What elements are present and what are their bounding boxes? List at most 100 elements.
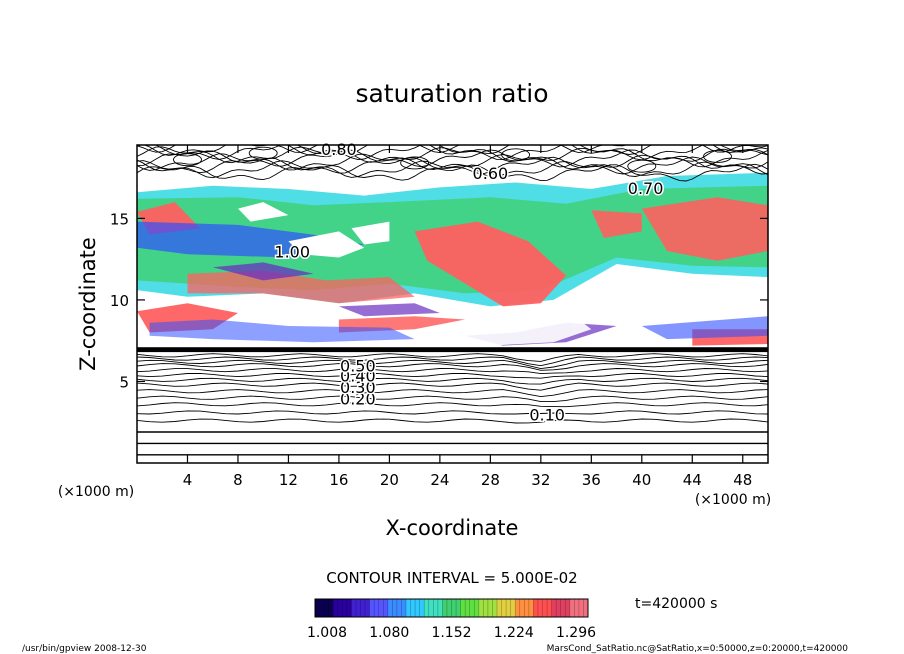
colorbar-swatch — [551, 599, 571, 617]
upper-contour-loop — [173, 153, 202, 167]
upper-contour-loop — [627, 159, 657, 173]
contour-line — [137, 356, 768, 367]
x-tick-label: 12 — [279, 471, 298, 489]
contour-label-030: 0.30 — [340, 378, 376, 397]
blue-band-low — [149, 319, 415, 343]
colorbar-swatch — [497, 599, 516, 617]
colorbar-swatch — [533, 599, 553, 617]
x-tick-label: 48 — [733, 471, 752, 489]
clear-gap-5 — [603, 277, 693, 307]
purple-patch-mid — [338, 303, 440, 317]
y-tick-label: 10 — [110, 292, 129, 310]
colorbar-swatch — [424, 599, 443, 617]
colorbar — [314, 599, 589, 617]
contour-lines — [137, 145, 768, 456]
upper-contour-loop — [501, 148, 531, 162]
footer-right: MarsCond_SatRatio.nc@SatRatio,x=0:50000,… — [547, 644, 849, 654]
contour-label-040: 0.40 — [340, 366, 376, 385]
contour-line — [137, 418, 768, 424]
contour-interval-text: CONTOUR INTERVAL = 5.000E-02 — [326, 569, 577, 587]
colorbar-swatch — [333, 599, 352, 617]
footer-left: /usr/bin/gpview 2008-12-30 — [22, 644, 147, 654]
upper-contour-loop — [703, 149, 732, 163]
contour-label-100: 1.00 — [274, 243, 310, 262]
plot-area: 0.100.200.300.400.500.600.700.801.00 — [136, 138, 769, 464]
colorbar-swatch — [387, 599, 407, 617]
colorbar-swatch — [442, 599, 462, 617]
contour-line — [137, 353, 768, 362]
contour-label-010: 0.10 — [529, 406, 565, 425]
colorbar-frame — [314, 598, 589, 618]
colorbar-tick-label: 1.152 — [431, 625, 471, 641]
blue-patch-low-right — [641, 316, 768, 340]
red-core-right — [641, 197, 768, 261]
contour-label-050: 0.50 — [340, 357, 376, 376]
x-unit-right: (×1000 m) — [695, 492, 771, 508]
contour-line — [137, 395, 768, 403]
purple-patch-left — [212, 262, 314, 281]
x-tick-label: 8 — [233, 471, 243, 489]
upper-contour-line — [137, 146, 768, 164]
y-axis-label: Z-coordinate — [76, 237, 100, 371]
x-axis-label: X-coordinate — [386, 516, 519, 540]
y-axis-ticks: 5 10 15 — [110, 210, 768, 391]
contour-line — [137, 389, 768, 398]
x-unit-left: (×1000 m) — [58, 484, 134, 500]
saturation-field — [137, 172, 768, 346]
contour-line — [137, 410, 768, 415]
x-axis-ticks: 4 8 12 16 20 24 28 32 36 40 44 48 — [183, 145, 752, 489]
y-tick-label: 15 — [110, 210, 129, 228]
colorbar-tick-label: 1.296 — [556, 625, 596, 641]
contour-label-020: 0.20 — [340, 389, 376, 408]
red-core-center — [414, 221, 567, 307]
colorbar-swatch — [569, 599, 589, 617]
upper-contour-line — [137, 160, 768, 179]
x-tick-label: 20 — [380, 471, 399, 489]
contour-line — [137, 382, 768, 391]
contour-line — [137, 402, 768, 408]
colorbar-tick-label: 1.008 — [307, 625, 347, 641]
red-patch-upper-right — [591, 210, 642, 238]
upper-contour-line — [137, 145, 768, 154]
upper-contour-line — [137, 145, 768, 161]
upper-contour-line — [137, 163, 768, 182]
contour-line — [137, 377, 768, 385]
y-tick-label: 5 — [119, 373, 129, 391]
colorbar-swatch — [351, 599, 371, 617]
x-tick-label: 24 — [430, 471, 449, 489]
clear-gap-4 — [452, 309, 592, 346]
upper-contour-loop — [400, 156, 430, 170]
dense-contour-band — [137, 347, 768, 353]
clear-gap-6 — [717, 286, 768, 310]
colorbar-swatch — [460, 599, 480, 617]
colorbar-swatch — [406, 599, 425, 617]
contour-labels: 0.100.200.300.400.500.600.700.801.00 — [273, 138, 665, 426]
x-tick-label: 36 — [582, 471, 601, 489]
x-tick-label: 32 — [531, 471, 550, 489]
contour-label-060: 0.60 — [473, 164, 509, 183]
clear-gap-3 — [238, 202, 289, 222]
chart-title: saturation ratio — [355, 79, 548, 108]
colorbar-tick-label: 1.080 — [369, 625, 409, 641]
contour-line — [137, 372, 768, 379]
contour-label-070: 0.70 — [628, 179, 664, 198]
colorbar-swatch — [369, 599, 389, 617]
upper-contour-loop — [248, 146, 278, 160]
x-tick-label: 4 — [183, 471, 193, 489]
time-label: t=420000 s — [635, 596, 717, 612]
contour-line — [137, 368, 768, 375]
plot-frame — [136, 144, 769, 464]
contour-line — [137, 363, 768, 371]
clear-gap-1 — [288, 231, 365, 258]
x-tick-label: 44 — [683, 471, 702, 489]
red-band-mid — [187, 270, 415, 304]
x-tick-label: 40 — [632, 471, 651, 489]
clear-gap-2 — [351, 221, 390, 245]
colorbar-swatch — [515, 599, 534, 617]
colorbar-tick-label: 1.224 — [494, 625, 534, 641]
colorbar-swatch — [315, 599, 334, 617]
upper-contour-line — [143, 145, 768, 156]
colorbar-tick-labels: 1.008 1.080 1.152 1.224 1.296 — [307, 625, 596, 641]
x-tick-label: 16 — [329, 471, 348, 489]
